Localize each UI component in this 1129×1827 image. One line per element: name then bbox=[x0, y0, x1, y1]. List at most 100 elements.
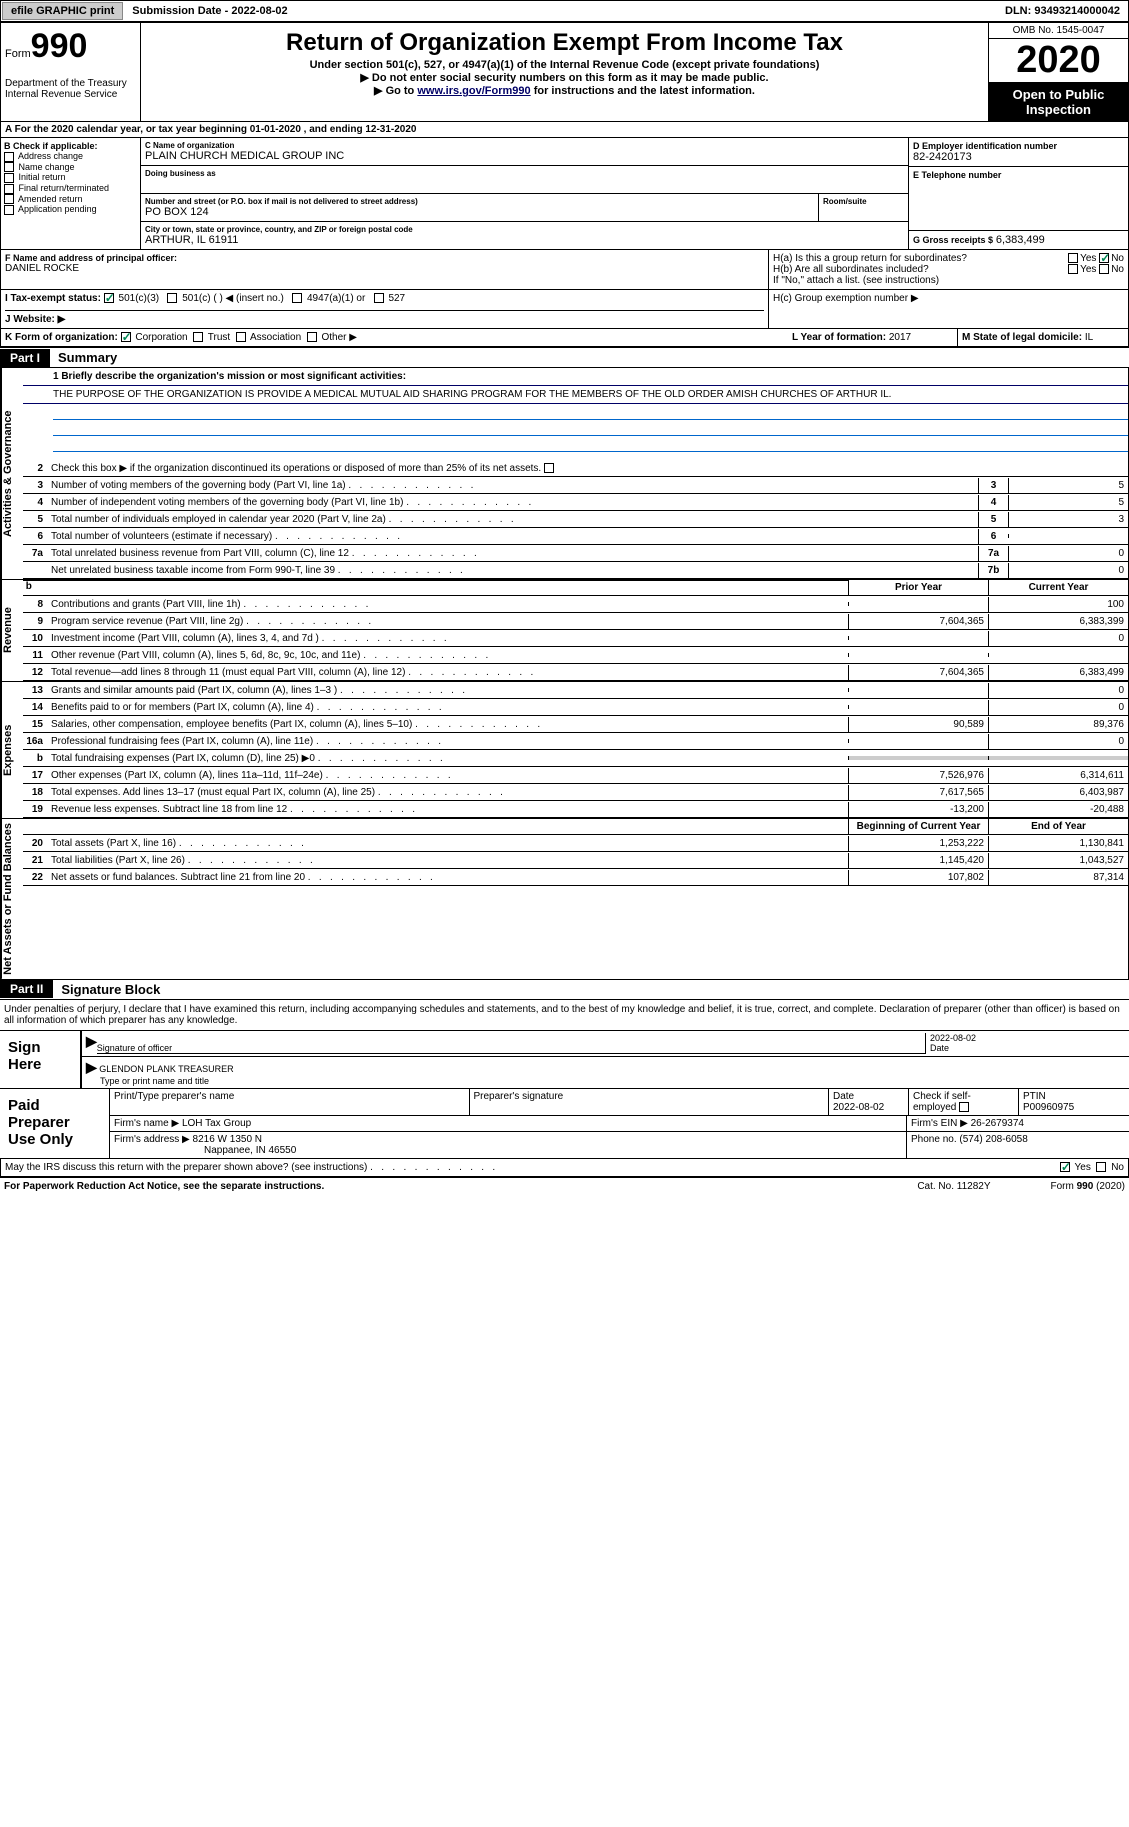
firm-addr2: Nappanee, IN 46550 bbox=[204, 1145, 296, 1156]
firm-ein: 26-2679374 bbox=[971, 1118, 1024, 1129]
chk-hb-yes[interactable] bbox=[1068, 264, 1078, 274]
chk-hb-no[interactable] bbox=[1099, 264, 1109, 274]
submission-date: Submission Date - 2022-08-02 bbox=[124, 3, 295, 19]
summary-line: 10Investment income (Part VIII, column (… bbox=[23, 630, 1128, 647]
summary-line: 6Total number of volunteers (estimate if… bbox=[23, 528, 1128, 545]
chk-discuss-no[interactable] bbox=[1096, 1162, 1106, 1172]
form-note2: ▶ Go to www.irs.gov/Form990 for instruct… bbox=[145, 84, 984, 97]
org-name: PLAIN CHURCH MEDICAL GROUP INC bbox=[145, 150, 904, 162]
footer: For Paperwork Reduction Act Notice, see … bbox=[0, 1177, 1129, 1195]
chk-discuss-yes[interactable] bbox=[1060, 1162, 1070, 1172]
omb-number: OMB No. 1545-0047 bbox=[989, 23, 1128, 39]
summary-line: 5Total number of individuals employed in… bbox=[23, 511, 1128, 528]
vtab-revenue: Revenue bbox=[1, 580, 23, 681]
sign-date: 2022-08-02 bbox=[930, 1033, 976, 1043]
ein: 82-2420173 bbox=[913, 151, 1124, 163]
summary-line: 18Total expenses. Add lines 13–17 (must … bbox=[23, 784, 1128, 801]
box-c: C Name of organization PLAIN CHURCH MEDI… bbox=[141, 138, 908, 249]
form-title: Return of Organization Exempt From Incom… bbox=[145, 29, 984, 57]
chk-address-change[interactable] bbox=[4, 152, 14, 162]
summary-line: 9Program service revenue (Part VIII, lin… bbox=[23, 613, 1128, 630]
chk-501c[interactable] bbox=[167, 293, 177, 303]
chk-pending[interactable] bbox=[4, 205, 14, 215]
sign-here-block: Sign Here ▶ Signature of officer 2022-08… bbox=[0, 1031, 1129, 1089]
department: Department of the Treasury Internal Reve… bbox=[5, 78, 136, 100]
summary-line: bTotal fundraising expenses (Part IX, co… bbox=[23, 750, 1128, 767]
box-deg: D Employer identification number 82-2420… bbox=[908, 138, 1128, 249]
chk-amended[interactable] bbox=[4, 194, 14, 204]
gross-receipts: 6,383,499 bbox=[996, 234, 1045, 246]
summary-line: 8Contributions and grants (Part VIII, li… bbox=[23, 596, 1128, 613]
summary-line: 14Benefits paid to or for members (Part … bbox=[23, 699, 1128, 716]
summary-line: 11Other revenue (Part VIII, column (A), … bbox=[23, 647, 1128, 664]
chk-ha-no[interactable] bbox=[1099, 253, 1109, 263]
summary-line: 20Total assets (Part X, line 16)1,253,22… bbox=[23, 835, 1128, 852]
chk-initial-return[interactable] bbox=[4, 173, 14, 183]
chk-ha-yes[interactable] bbox=[1068, 253, 1078, 263]
summary-line: 19Revenue less expenses. Subtract line 1… bbox=[23, 801, 1128, 818]
row-klm: K Form of organization: Corporation Trus… bbox=[0, 329, 1129, 348]
officer-name: GLENDON PLANK TREASURER bbox=[99, 1064, 233, 1074]
tax-year: 2020 bbox=[989, 39, 1128, 83]
org-address: PO BOX 124 bbox=[145, 206, 814, 218]
chk-4947[interactable] bbox=[292, 293, 302, 303]
summary-line: 3Number of voting members of the governi… bbox=[23, 477, 1128, 494]
top-bar: efile GRAPHIC print Submission Date - 20… bbox=[0, 0, 1129, 22]
summary-line: 17Other expenses (Part IX, column (A), l… bbox=[23, 767, 1128, 784]
chk-name-change[interactable] bbox=[4, 162, 14, 172]
summary-revenue: Revenue bPrior YearCurrent Year 8Contrib… bbox=[0, 580, 1129, 682]
org-city: ARTHUR, IL 61911 bbox=[145, 234, 904, 246]
vtab-net: Net Assets or Fund Balances bbox=[1, 819, 23, 979]
state-domicile: IL bbox=[1085, 332, 1093, 343]
ptin: P00960975 bbox=[1023, 1102, 1074, 1113]
summary-net: Net Assets or Fund Balances Beginning of… bbox=[0, 819, 1129, 980]
row-fh: F Name and address of principal officer:… bbox=[0, 250, 1129, 290]
chk-corp[interactable] bbox=[121, 332, 131, 342]
summary-line: Net unrelated business taxable income fr… bbox=[23, 562, 1128, 579]
form-number: Form990 bbox=[5, 27, 136, 66]
form-note1: ▶ Do not enter social security numbers o… bbox=[145, 71, 984, 84]
firm-name: LOH Tax Group bbox=[182, 1118, 251, 1129]
chk-self-employed[interactable] bbox=[959, 1102, 969, 1112]
discuss-row: May the IRS discuss this return with the… bbox=[0, 1159, 1129, 1177]
public-inspection: Open to PublicInspection bbox=[989, 83, 1128, 121]
summary-line: 12Total revenue—add lines 8 through 11 (… bbox=[23, 664, 1128, 681]
vtab-expenses: Expenses bbox=[1, 682, 23, 818]
chk-assoc[interactable] bbox=[236, 332, 246, 342]
chk-other[interactable] bbox=[307, 332, 317, 342]
period-row: A For the 2020 calendar year, or tax yea… bbox=[0, 122, 1129, 138]
year-formation: 2017 bbox=[889, 332, 911, 343]
dln: DLN: 93493214000042 bbox=[997, 3, 1128, 19]
efile-button[interactable]: efile GRAPHIC print bbox=[2, 2, 123, 20]
part2-header: Part II Signature Block bbox=[0, 980, 1129, 1000]
chk-discontinued[interactable] bbox=[544, 463, 554, 473]
signature-intro: Under penalties of perjury, I declare th… bbox=[0, 1000, 1129, 1031]
mission-label: 1 Briefly describe the organization's mi… bbox=[23, 368, 1128, 386]
irs-link[interactable]: www.irs.gov/Form990 bbox=[417, 85, 530, 97]
row-ij: I Tax-exempt status: 501(c)(3) 501(c) ( … bbox=[0, 290, 1129, 329]
principal-officer: DANIEL ROCKE bbox=[5, 263, 764, 274]
summary-expenses: Expenses 13Grants and similar amounts pa… bbox=[0, 682, 1129, 819]
form-header: Form990 Department of the Treasury Inter… bbox=[0, 22, 1129, 122]
summary-line: 4Number of independent voting members of… bbox=[23, 494, 1128, 511]
firm-addr1: 8216 W 1350 N bbox=[193, 1134, 263, 1145]
firm-phone: (574) 208-6058 bbox=[959, 1134, 1027, 1145]
summary-line: 21Total liabilities (Part X, line 26)1,1… bbox=[23, 852, 1128, 869]
summary-governance: Activities & Governance 1 Briefly descri… bbox=[0, 368, 1129, 580]
paid-preparer-block: Paid Preparer Use Only Print/Type prepar… bbox=[0, 1089, 1129, 1159]
chk-527[interactable] bbox=[374, 293, 384, 303]
chk-501c3[interactable] bbox=[104, 293, 114, 303]
header-left: Form990 Department of the Treasury Inter… bbox=[1, 23, 141, 121]
chk-trust[interactable] bbox=[193, 332, 203, 342]
summary-line: 16aProfessional fundraising fees (Part I… bbox=[23, 733, 1128, 750]
prep-date: 2022-08-02 bbox=[833, 1102, 884, 1113]
mission-text: THE PURPOSE OF THE ORGANIZATION IS PROVI… bbox=[23, 386, 1128, 404]
chk-final-return[interactable] bbox=[4, 184, 14, 194]
box-b: B Check if applicable: Address change Na… bbox=[1, 138, 141, 249]
form-subtitle: Under section 501(c), 527, or 4947(a)(1)… bbox=[145, 59, 984, 71]
vtab-governance: Activities & Governance bbox=[1, 368, 23, 579]
block-bcd: B Check if applicable: Address change Na… bbox=[0, 138, 1129, 250]
header-right: OMB No. 1545-0047 2020 Open to PublicIns… bbox=[988, 23, 1128, 121]
part1-header: Part I Summary bbox=[0, 348, 1129, 368]
summary-line: 22Net assets or fund balances. Subtract … bbox=[23, 869, 1128, 886]
